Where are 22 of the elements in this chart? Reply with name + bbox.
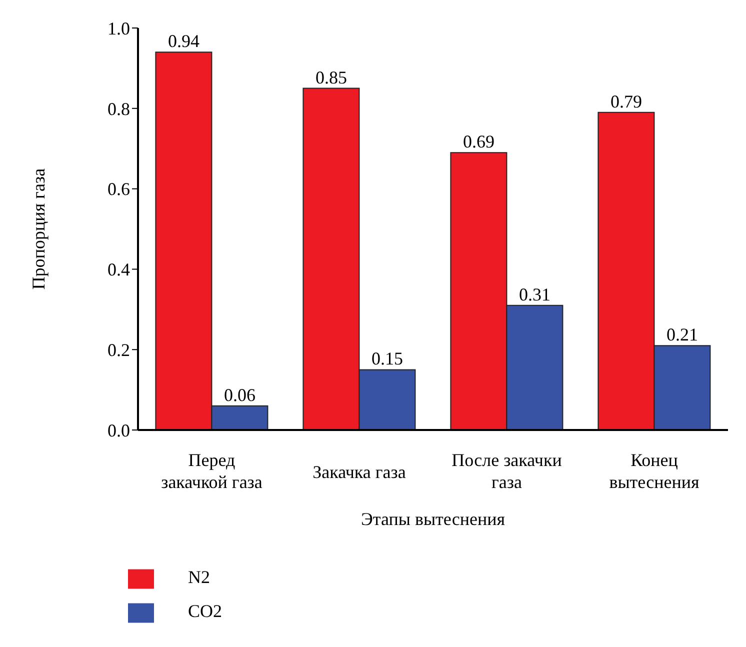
data-label: 0.69 (462, 132, 494, 152)
x-tick-label: Конец вытеснения (609, 450, 700, 492)
y-tick-label: 0.0 (108, 420, 130, 440)
legend-label: CO2 (188, 601, 222, 621)
data-label: 0.85 (315, 67, 347, 88)
data-label: 0.31 (518, 284, 550, 304)
y-tick-label: 0.6 (108, 179, 130, 200)
x-tick-label: После закачки газа (452, 450, 562, 492)
y-tick-label: 0.2 (108, 340, 130, 360)
x-axis-title: Этапы вытеснения (361, 509, 505, 529)
y-tick-label: 0.4 (108, 260, 130, 280)
data-label: 0.79 (610, 91, 642, 112)
y-tick-label: 0.8 (108, 98, 130, 119)
data-label: 0.94 (168, 31, 200, 52)
legend-label: N2 (188, 567, 210, 587)
data-label: 0.06 (224, 384, 256, 405)
y-tick-label: 1.0 (108, 18, 130, 38)
x-tick-label: Закачка газа (312, 462, 406, 482)
y-axis-title: Пропорция газа (28, 168, 48, 290)
data-label: 0.21 (666, 324, 698, 345)
x-tick-label: Перед закачкой газа (161, 450, 262, 492)
data-label: 0.15 (371, 348, 403, 369)
